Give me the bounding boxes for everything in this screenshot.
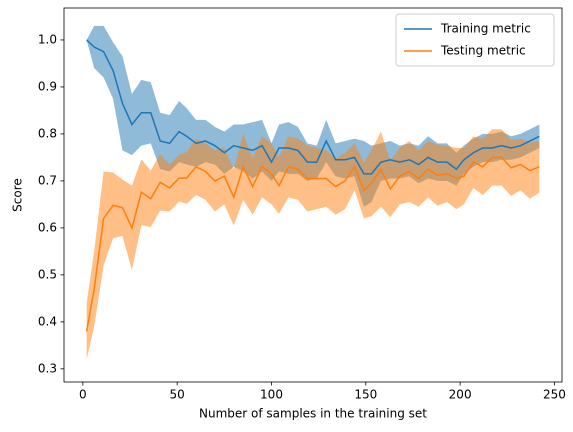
y-tick-label: 1.0 — [38, 32, 57, 46]
y-tick-label: 0.6 — [38, 220, 57, 234]
x-tick-label: 50 — [170, 388, 185, 402]
x-tick-label: 100 — [260, 388, 283, 402]
x-tick-label: 200 — [449, 388, 472, 402]
x-tick-label: 250 — [543, 388, 566, 402]
plot-area — [85, 25, 540, 360]
series-line — [85, 156, 540, 332]
y-tick-label: 0.5 — [38, 267, 57, 281]
y-tick-label: 0.3 — [38, 361, 57, 375]
x-tick-label: 150 — [354, 388, 377, 402]
axes-frame — [63, 7, 563, 383]
x-tick-label: 0 — [79, 388, 87, 402]
y-tick-label: 0.9 — [38, 79, 57, 93]
y-axis-label: Score — [11, 178, 25, 212]
y-tick-label: 0.4 — [38, 314, 57, 328]
legend-label: Testing metric — [440, 44, 526, 58]
legend-label: Training metric — [440, 22, 531, 36]
x-axis-label: Number of samples in the training set — [199, 407, 427, 421]
y-tick-label: 0.8 — [38, 126, 57, 140]
y-tick-label: 0.7 — [38, 173, 57, 187]
series-line — [86, 39, 540, 175]
legend-box — [395, 13, 555, 67]
std-band — [86, 129, 540, 360]
